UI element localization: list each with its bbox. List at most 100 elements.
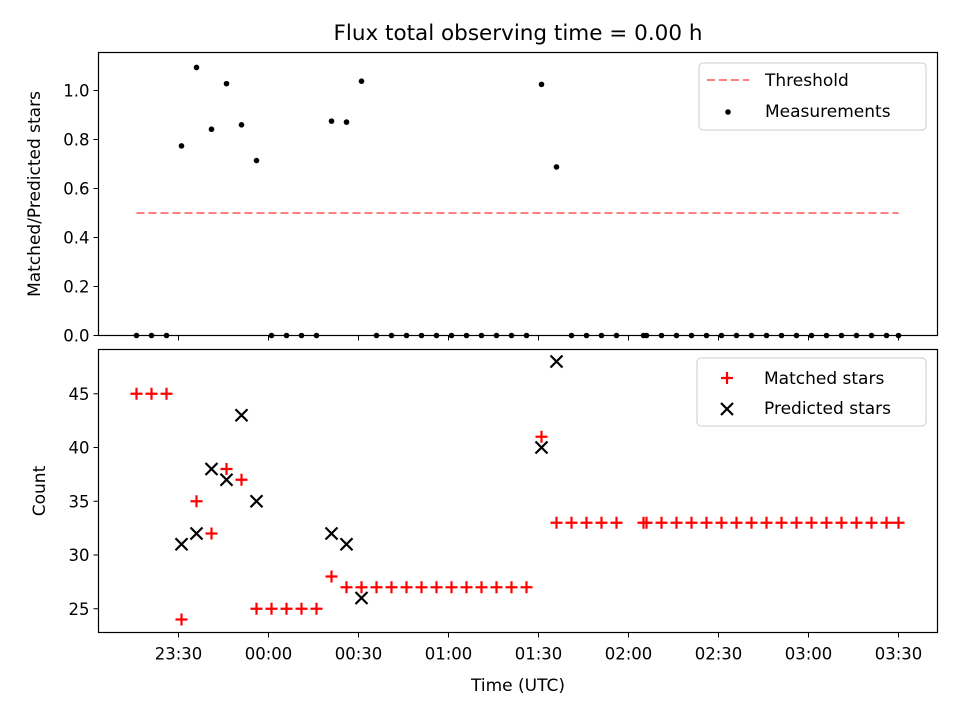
matched-star-point [130, 387, 143, 400]
matched-star-point [535, 430, 548, 443]
matched-star-point [670, 516, 683, 529]
matched-star-point [355, 581, 368, 594]
matched-star-point [325, 570, 338, 583]
predicted-star-point [549, 354, 564, 369]
matched-star-point [655, 516, 668, 529]
matched-star-point [775, 516, 788, 529]
legend-matched-swatch [721, 372, 733, 384]
x-tick-label: 02:00 [605, 645, 653, 664]
matched-star-point [790, 516, 803, 529]
y-tick-label: 0.4 [63, 229, 89, 248]
matched-star-point [715, 516, 728, 529]
x-axis-label: Time (UTC) [470, 676, 565, 696]
x-tick-label: 02:30 [695, 645, 743, 664]
matched-star-point [835, 516, 848, 529]
predicted-star-point [339, 537, 354, 552]
matched-star-point [865, 516, 878, 529]
matched-star-point [400, 581, 413, 594]
matched-star-point [805, 516, 818, 529]
matched-star-point [505, 581, 518, 594]
legend-measurements-label: Measurements [765, 102, 891, 122]
matched-star-point [295, 602, 308, 615]
matched-star-point [220, 463, 233, 475]
legend-frame [696, 357, 927, 427]
predicted-star-point [534, 440, 549, 455]
measurement-point [193, 64, 200, 71]
matched-star-point [160, 387, 173, 400]
matched-star-point [745, 516, 758, 529]
predicted-star-point [249, 494, 264, 509]
legend-measurements-swatch [725, 109, 731, 115]
bottom-plot-frame [97, 348, 939, 634]
predicted-star-point [219, 472, 234, 487]
matched-star-point [145, 387, 158, 400]
matched-star-point [565, 516, 578, 529]
matched-star-point [550, 516, 563, 529]
matched-star-point [205, 527, 218, 540]
matched-star-point [310, 602, 323, 615]
predicted-star-point [234, 408, 249, 423]
matched-star-point [880, 516, 893, 529]
y-tick-label: 0.0 [63, 327, 89, 346]
top-chart-title: Flux total observing time = 0.00 h [334, 21, 703, 46]
predicted-star-point [324, 526, 339, 541]
y-tick-label: 30 [69, 546, 90, 565]
x-tick-label: 03:30 [875, 645, 923, 664]
bottom-legend: Matched stars Predicted stars [696, 357, 927, 427]
measurement-point [253, 157, 260, 164]
predicted-star-point [354, 591, 369, 605]
matched-star-point [610, 516, 623, 529]
measurement-point [358, 78, 365, 84]
measurement-point [178, 143, 185, 149]
matched-star-point [730, 516, 743, 529]
matched-star-point [340, 581, 353, 594]
y-tick-label: 40 [69, 439, 90, 458]
matched-star-point [370, 581, 383, 594]
matched-star-point [235, 473, 248, 486]
matched-star-point [430, 581, 443, 594]
matched-star-point [415, 581, 428, 594]
y-tick-label: 35 [69, 492, 90, 511]
y-tick-label: 0.8 [63, 131, 89, 150]
y-tick-label: 0.2 [63, 278, 89, 297]
measurement-point [223, 80, 230, 87]
matched-star-point [475, 581, 488, 594]
matched-star-point [190, 495, 203, 508]
measurement-point [208, 126, 215, 133]
measurement-point [238, 122, 245, 128]
matched-star-point [520, 581, 533, 594]
x-tick-label: 03:00 [785, 645, 833, 664]
matched-star-point [460, 581, 473, 594]
matched-star-point [892, 516, 905, 529]
matched-star-point [760, 516, 773, 529]
matched-star-point [490, 581, 503, 594]
matched-star-point [250, 602, 263, 615]
top-legend: Threshold Measurements [698, 62, 927, 131]
predicted-star-point [204, 462, 219, 476]
matched-star-point [685, 516, 698, 529]
x-tick-label: 00:00 [245, 645, 293, 664]
legend-predicted-swatch [720, 402, 734, 416]
x-tick-label: 01:00 [425, 645, 473, 664]
bottom-y-axis-label: Count [30, 465, 50, 516]
legend-threshold-label: Threshold [764, 71, 849, 91]
matched-star-point [445, 581, 458, 594]
y-tick-label: 45 [69, 385, 90, 404]
x-tick-label: 00:30 [335, 645, 383, 664]
measurement-point [328, 118, 335, 124]
x-tick-label: 01:30 [515, 645, 563, 664]
top-y-axis-label: Matched/Predicted stars [25, 91, 45, 297]
matched-star-point [175, 613, 188, 626]
matched-star-point [385, 581, 398, 594]
matched-star-point [280, 602, 293, 615]
bottom-panel: 25 30 35 40 45 23:30 00:00 00:30 01:00 01:30 02:00… [69, 348, 939, 664]
predicted-star-point [174, 537, 189, 552]
measurement-point [538, 81, 545, 88]
legend-frame [698, 62, 927, 131]
legend-matched-label: Matched stars [764, 369, 884, 389]
matched-star-point [820, 516, 833, 529]
legend-predicted-label: Predicted stars [764, 399, 891, 419]
matched-star-point [580, 516, 593, 529]
matched-star-point [640, 516, 653, 529]
